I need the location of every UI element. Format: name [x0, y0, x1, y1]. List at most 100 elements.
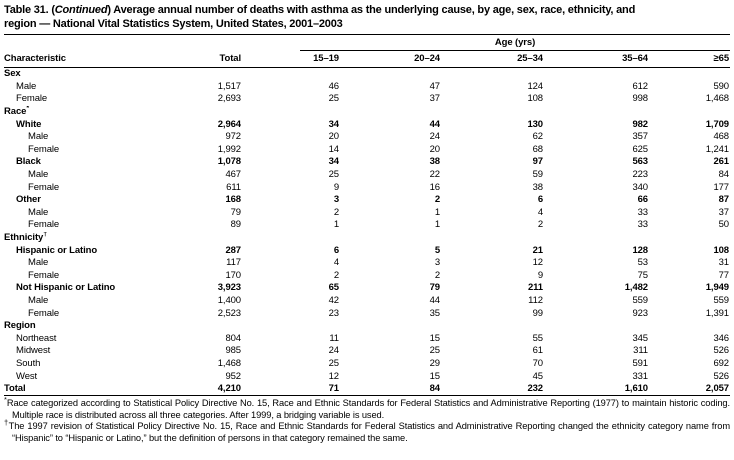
cell-value	[340, 232, 441, 245]
cell-value: 124	[527, 80, 543, 92]
cell-value: 34	[328, 156, 339, 168]
cell-value: 89	[230, 219, 241, 231]
row-label: Male	[28, 294, 49, 306]
col-header-age-25-34: 25–34	[441, 51, 544, 68]
cell-value: 53	[637, 257, 648, 269]
table-row: Race*	[4, 106, 730, 119]
cell-value: 1,078	[217, 156, 241, 168]
cell-value: 25	[328, 357, 339, 369]
table-row: Female 2,693 25 37 108 998 1,468	[4, 93, 730, 106]
cell-value: 38	[532, 181, 543, 193]
table-row: Male 467 25 22 59 223 84	[4, 169, 730, 182]
cell-value: 1,992	[217, 143, 241, 155]
row-label: Female	[28, 307, 60, 319]
cell-value	[174, 106, 242, 119]
cell-value: 97	[532, 156, 543, 168]
cell-value: 24	[328, 345, 339, 357]
cell-value: 12	[328, 370, 339, 382]
cell-value	[340, 320, 441, 333]
cell-value: 211	[527, 282, 543, 294]
row-label: Black	[16, 156, 41, 168]
cell-value: 526	[713, 345, 729, 357]
col-header-total: Total	[174, 51, 242, 68]
col-header-characteristic: Characteristic	[4, 51, 174, 68]
table-row: Region	[4, 320, 730, 333]
row-label: Region	[4, 320, 36, 332]
cell-value	[441, 106, 544, 119]
cell-value: 33	[637, 219, 648, 231]
row-label: Hispanic or Latino	[16, 244, 98, 256]
cell-value: 44	[429, 294, 440, 306]
cell-value: 611	[226, 181, 241, 193]
cell-value	[544, 106, 649, 119]
cell-value: 15	[429, 332, 440, 344]
cell-value: 2	[333, 269, 339, 281]
col-header-age-65-plus: ≥65	[649, 51, 730, 68]
row-label: Total	[4, 382, 174, 397]
cell-value: 804	[225, 332, 241, 344]
cell-value: 37	[429, 93, 440, 105]
row-label: West	[16, 370, 38, 382]
cell-value: 170	[225, 269, 241, 281]
cell-value: 117	[226, 257, 241, 269]
cell-value: 21	[532, 244, 543, 256]
cell-value: 34	[328, 118, 339, 130]
cell-value: 128	[632, 244, 648, 256]
dagger-footnote-marker: †	[4, 418, 9, 428]
cell-value: 31	[718, 257, 729, 269]
table-row: Hispanic or Latino 287 6 5 21 128 108	[4, 244, 730, 257]
cell-value: 14	[328, 143, 339, 155]
footnote-marker: *	[26, 105, 29, 112]
title-divider-rule	[4, 34, 730, 35]
cell-value: 625	[632, 143, 648, 155]
cell-value: 45	[532, 370, 543, 382]
cell-value: 99	[532, 307, 543, 319]
table-row: Northeast 804 11 15 55 345 346	[4, 332, 730, 345]
row-label: Northeast	[16, 332, 57, 344]
row-label: Race*	[4, 105, 29, 118]
cell-value: 84	[340, 382, 441, 397]
table-row: Black 1,078 34 38 97 563 261	[4, 156, 730, 169]
footnote-race: *Race categorized according to Statistic…	[4, 396, 730, 421]
cell-value: 15	[429, 370, 440, 382]
cell-value: 20	[429, 143, 440, 155]
cell-value: 1,468	[217, 357, 241, 369]
cell-value: 87	[718, 194, 729, 206]
title-continued: Continued	[54, 4, 108, 16]
cell-value: 952	[225, 370, 241, 382]
cell-value: 998	[632, 93, 648, 105]
cell-value: 75	[637, 269, 648, 281]
cell-value: 61	[532, 345, 543, 357]
table-row: Ethnicity†	[4, 232, 730, 245]
cell-value	[441, 68, 544, 81]
table-row: Male 972 20 24 62 357 468	[4, 131, 730, 144]
cell-value: 79	[429, 282, 440, 294]
row-label: Sex	[4, 68, 21, 80]
cell-value: 2,523	[217, 307, 241, 319]
cell-value: 16	[429, 181, 440, 193]
cell-value	[340, 68, 441, 81]
cell-value: 4	[333, 257, 339, 269]
row-label: Male	[28, 131, 49, 143]
table-row: South 1,468 25 29 70 591 692	[4, 358, 730, 371]
cell-value: 46	[328, 80, 339, 92]
cell-value: 1,468	[705, 93, 729, 105]
column-header-row: Characteristic Total 15–19 20–24 25–34 3…	[4, 51, 730, 68]
cell-value: 1	[333, 219, 339, 231]
cell-value: 559	[713, 294, 729, 306]
row-label: Female	[28, 181, 60, 193]
row-label: Female	[28, 219, 60, 231]
table-row: Midwest 985 24 25 61 311 526	[4, 345, 730, 358]
cell-value: 331	[632, 370, 648, 382]
row-label: Male	[28, 257, 49, 269]
cell-value: 3	[434, 257, 440, 269]
cell-value: 2	[333, 206, 339, 218]
table-row: Female 1,992 14 20 68 625 1,241	[4, 144, 730, 157]
cell-value: 1,241	[705, 143, 729, 155]
cell-value: 346	[713, 332, 729, 344]
cell-value: 591	[632, 357, 648, 369]
col-header-age-15-19: 15–19	[242, 51, 340, 68]
cell-value: 44	[429, 118, 440, 130]
cell-value: 1	[434, 219, 440, 231]
cell-value: 1,482	[624, 282, 648, 294]
